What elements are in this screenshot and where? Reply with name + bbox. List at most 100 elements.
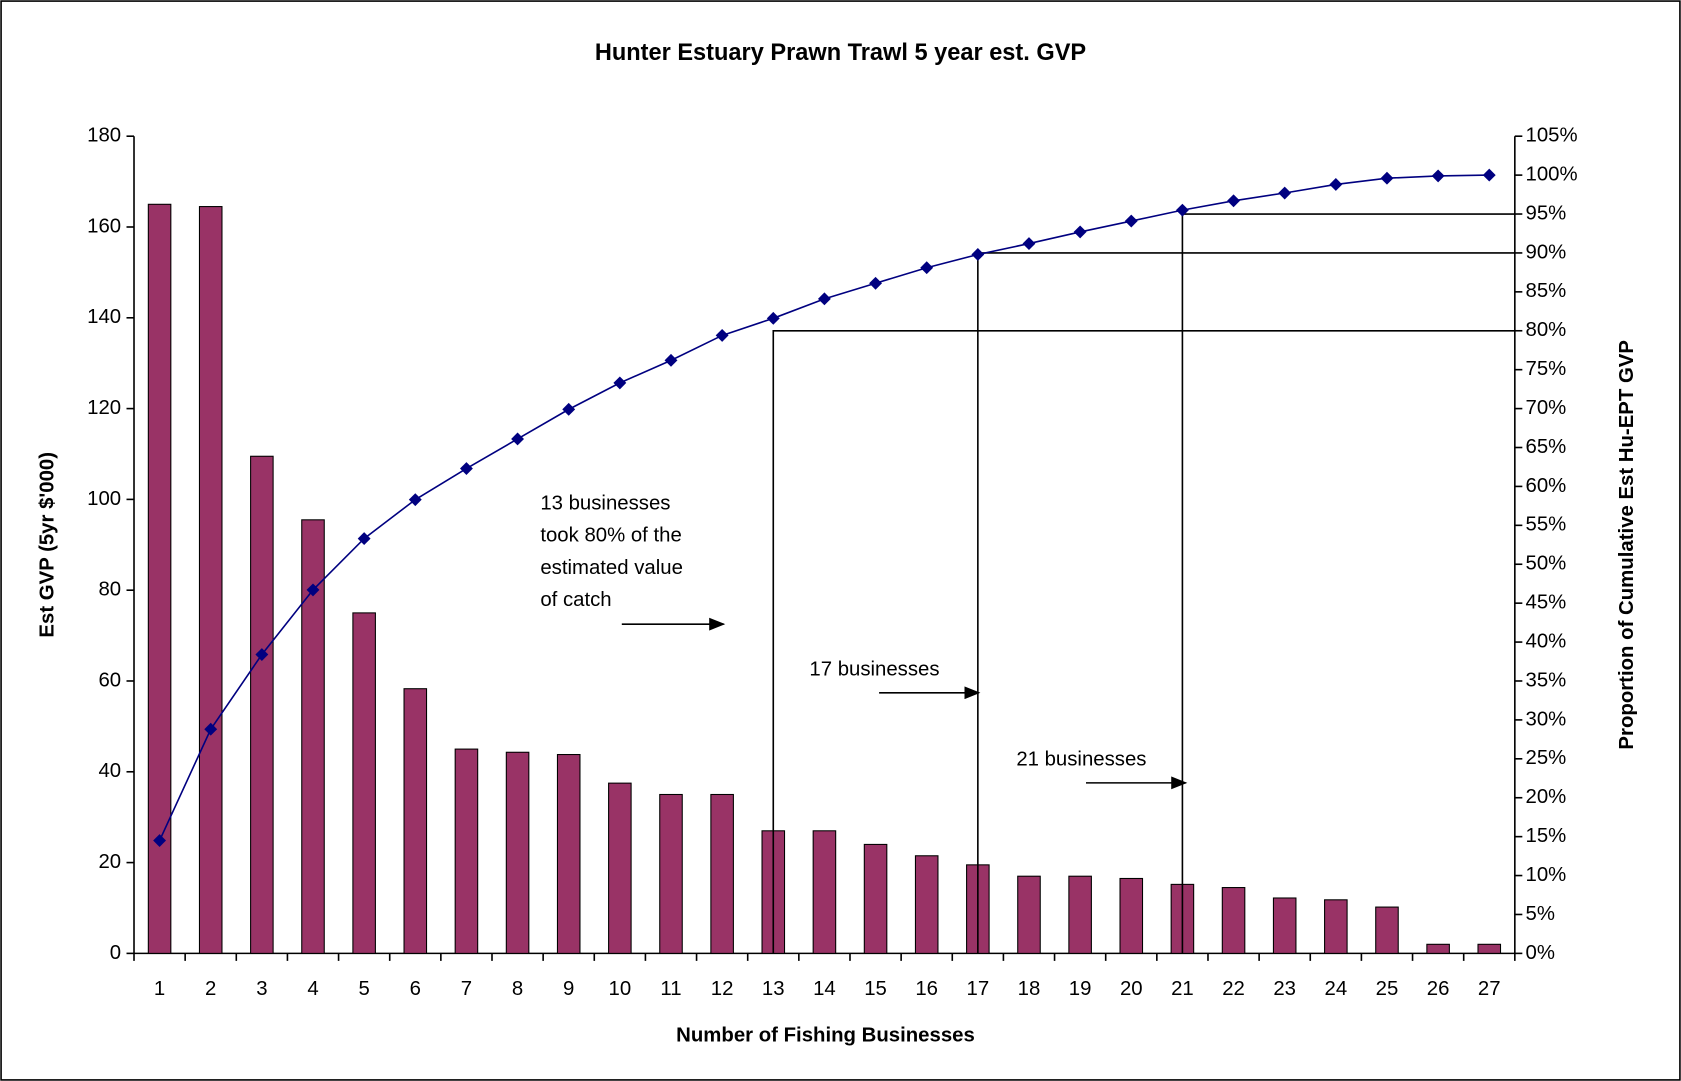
line-marker bbox=[869, 276, 882, 290]
x-tick-label: 24 bbox=[1325, 978, 1348, 1000]
y2-tick-label: 15% bbox=[1526, 825, 1567, 847]
x-tick-label: 7 bbox=[461, 978, 472, 1000]
x-tick-label: 9 bbox=[563, 978, 574, 1000]
bar bbox=[556, 753, 581, 954]
y2-tick-label: 0% bbox=[1526, 942, 1555, 964]
bar bbox=[250, 455, 274, 954]
line-marker bbox=[153, 834, 167, 847]
bar bbox=[454, 748, 479, 954]
bar bbox=[1324, 899, 1348, 954]
y-tick-label: 120 bbox=[87, 397, 121, 419]
x-tick-label: 22 bbox=[1222, 978, 1245, 1000]
bar bbox=[1017, 875, 1041, 954]
y-tick-label: 40 bbox=[98, 760, 121, 782]
y2-tick-label: 50% bbox=[1526, 553, 1567, 575]
chart-title: Hunter Estuary Prawn Trawl 5 year est. G… bbox=[595, 39, 1086, 65]
bar bbox=[863, 843, 888, 954]
annotation: 21 businesses bbox=[1016, 749, 1146, 771]
line-marker bbox=[766, 311, 780, 325]
x-tick-label: 1 bbox=[154, 978, 165, 1000]
bar bbox=[301, 519, 325, 954]
x-tick-label: 18 bbox=[1018, 978, 1041, 1000]
line-marker bbox=[1124, 214, 1138, 228]
reference-line bbox=[772, 329, 1515, 954]
bar bbox=[1426, 943, 1450, 954]
y2-tick-label: 95% bbox=[1526, 202, 1567, 224]
y2-tick-label: 40% bbox=[1526, 630, 1567, 652]
annotation: 13 businesses bbox=[540, 492, 670, 514]
x-tick-label: 23 bbox=[1273, 978, 1296, 1000]
y2-tick-label: 70% bbox=[1526, 397, 1567, 419]
y2-tick-label: 35% bbox=[1526, 669, 1567, 691]
x-tick-label: 19 bbox=[1069, 978, 1092, 1000]
y2-tick-label: 45% bbox=[1526, 592, 1567, 614]
bar bbox=[608, 782, 632, 954]
bar bbox=[1375, 906, 1399, 954]
bar bbox=[403, 688, 428, 954]
y2-tick-label: 5% bbox=[1526, 903, 1555, 925]
y2-tick-label: 20% bbox=[1526, 786, 1567, 808]
x-tick-label: 21 bbox=[1171, 978, 1194, 1000]
y-tick-label: 20 bbox=[98, 851, 121, 873]
bar bbox=[812, 830, 837, 954]
x-tick-label: 27 bbox=[1478, 978, 1501, 1000]
line-marker bbox=[306, 583, 320, 597]
y-tick-label: 100 bbox=[87, 488, 121, 510]
x-tick-label: 5 bbox=[358, 978, 369, 1000]
y2-tick-label: 85% bbox=[1526, 280, 1567, 302]
y-tick-label: 140 bbox=[87, 306, 121, 328]
y2-tick-label: 80% bbox=[1526, 319, 1567, 341]
x-tick-label: 3 bbox=[256, 978, 267, 1000]
y2-tick-label: 90% bbox=[1526, 241, 1567, 263]
y2-tick-label: 30% bbox=[1526, 708, 1567, 730]
x-tick-label: 17 bbox=[967, 978, 990, 1000]
x-tick-label: 2 bbox=[205, 978, 216, 1000]
line-marker bbox=[562, 402, 576, 416]
y2-tick-label: 100% bbox=[1526, 163, 1578, 185]
y-tick-label: 0 bbox=[110, 942, 121, 964]
x-tick-label: 4 bbox=[307, 978, 318, 1000]
y2-tick-label: 105% bbox=[1526, 125, 1578, 147]
x-tick-label: 14 bbox=[813, 978, 836, 1000]
y2-axis-label: Proportion of Cumulative Est Hu-EPT GVP bbox=[1616, 340, 1638, 750]
y-axis-label: Est GVP (5yr $'000) bbox=[37, 452, 59, 638]
y2-tick-label: 65% bbox=[1526, 436, 1567, 458]
bar bbox=[1119, 877, 1144, 954]
y2-tick-label: 60% bbox=[1526, 475, 1567, 497]
y-tick-label: 80 bbox=[98, 579, 121, 601]
bar bbox=[1068, 875, 1092, 954]
bar bbox=[1477, 943, 1502, 954]
x-tick-label: 6 bbox=[410, 978, 421, 1000]
y2-tick-label: 75% bbox=[1526, 358, 1567, 380]
bar bbox=[659, 793, 683, 954]
x-tick-label: 16 bbox=[915, 978, 938, 1000]
line-marker bbox=[1022, 237, 1036, 251]
y-tick-label: 180 bbox=[87, 125, 121, 147]
x-tick-label: 12 bbox=[711, 978, 734, 1000]
y-tick-label: 160 bbox=[87, 215, 121, 237]
bar bbox=[147, 203, 172, 954]
annotation: took 80% of the bbox=[540, 525, 681, 547]
x-tick-label: 10 bbox=[609, 978, 632, 1000]
x-tick-label: 13 bbox=[762, 978, 785, 1000]
x-tick-label: 26 bbox=[1427, 978, 1450, 1000]
annotation: of catch bbox=[540, 589, 611, 611]
bar bbox=[710, 793, 734, 954]
x-tick-label: 20 bbox=[1120, 978, 1143, 1000]
line-marker bbox=[613, 376, 627, 390]
x-tick-label: 11 bbox=[660, 978, 681, 1000]
line-marker bbox=[1278, 186, 1292, 200]
line-marker bbox=[1227, 194, 1240, 208]
annotation: estimated value bbox=[540, 557, 683, 579]
bar bbox=[505, 751, 530, 954]
y-tick-label: 60 bbox=[98, 669, 121, 691]
x-tick-label: 8 bbox=[512, 978, 523, 1000]
annotation: 17 businesses bbox=[809, 659, 939, 681]
x-tick-label: 15 bbox=[864, 978, 887, 1000]
x-axis-label: Number of Fishing Businesses bbox=[676, 1024, 975, 1046]
line-marker bbox=[1329, 178, 1343, 191]
y2-tick-label: 10% bbox=[1526, 864, 1567, 886]
